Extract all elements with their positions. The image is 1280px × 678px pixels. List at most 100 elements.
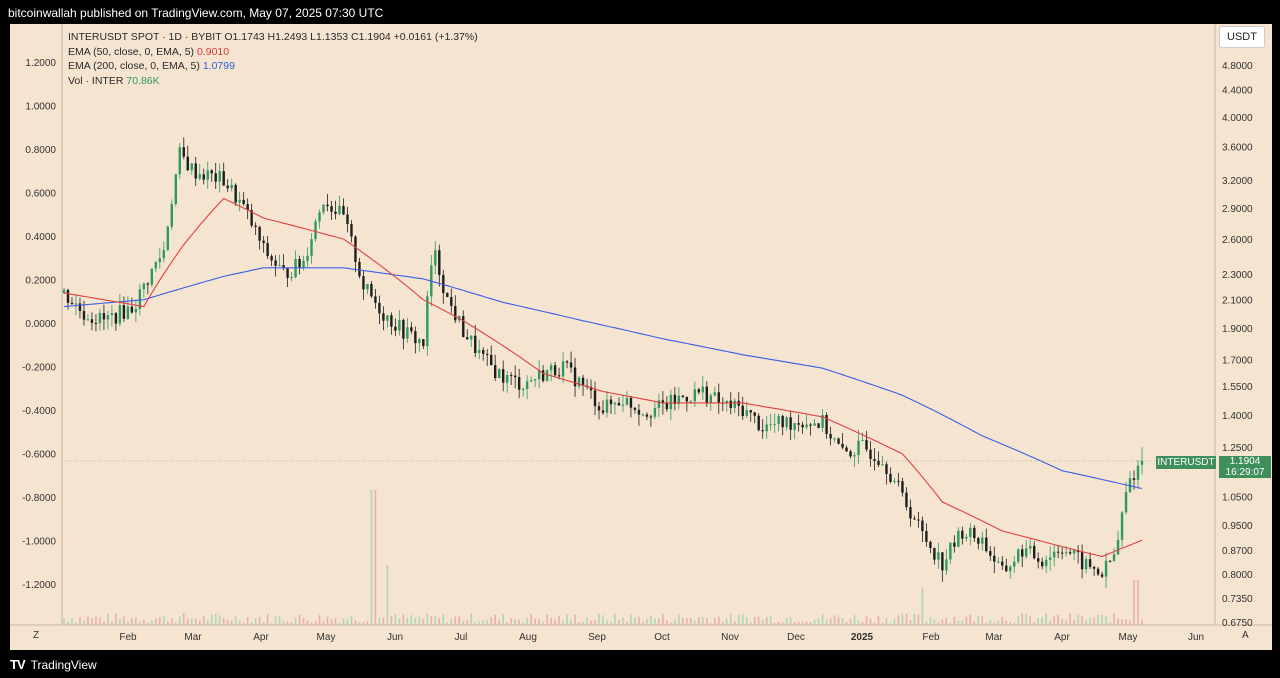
volume-bar (1045, 613, 1047, 625)
right-axis-tick: 0.7350 (1222, 594, 1253, 605)
left-axis-tick: -0.2000 (22, 363, 56, 374)
candle-body (549, 365, 553, 371)
candle-body (1120, 512, 1124, 540)
currency-button[interactable]: USDT (1219, 26, 1265, 48)
volume-bar (210, 614, 213, 625)
volume-bar (202, 615, 205, 625)
volume-bar (190, 618, 193, 625)
volume-bar (159, 616, 161, 625)
volume-bar (446, 622, 449, 625)
right-axis-tick: 1.7000 (1222, 356, 1253, 367)
candle-body (993, 555, 996, 562)
candle-body (102, 313, 106, 320)
candle-body (374, 296, 377, 303)
candle-body (1096, 568, 1100, 575)
volume-bar (1081, 615, 1083, 625)
volume-bar (234, 616, 237, 625)
candle-body (525, 381, 529, 389)
candle-body (601, 410, 605, 413)
volume-bar (498, 619, 500, 625)
volume-bar (155, 618, 157, 625)
candle-body (877, 460, 880, 465)
right-axis-tick: 0.8700 (1222, 546, 1253, 557)
volume-bar (506, 622, 508, 625)
volume-bar (837, 616, 840, 625)
volume-bar (594, 619, 596, 625)
candle-body (450, 297, 453, 306)
volume-bar (1077, 614, 1079, 625)
candle-body (757, 415, 760, 431)
candle-body (382, 313, 385, 321)
ema50-legend: EMA (50, close, 0, EMA, 5) 0.9010 (68, 45, 478, 60)
ema200-value: 1.0799 (202, 60, 235, 72)
candle-body (202, 174, 205, 180)
right-axis-tick: 3.2000 (1222, 176, 1253, 187)
candle-body (657, 400, 661, 408)
candle-body (717, 392, 720, 403)
candle-body (501, 369, 505, 383)
candle-body (825, 415, 828, 434)
ema50-value: 0.9010 (196, 45, 230, 58)
zoom-reset-button[interactable]: Z (33, 630, 40, 641)
candle-body (661, 400, 665, 404)
candle-body (1017, 549, 1020, 562)
candle-body (773, 423, 776, 425)
volume-bar (785, 618, 788, 625)
candle-body (246, 204, 249, 211)
candle-body (414, 331, 417, 344)
volume-bar (282, 620, 285, 625)
volume-bar (242, 622, 245, 625)
volume-bar (917, 614, 920, 625)
right-axis-tick: 2.9000 (1222, 204, 1253, 215)
left-axis-tick: -0.4000 (22, 406, 56, 417)
volume-bar (502, 614, 504, 625)
candle-body (1029, 545, 1032, 549)
time-axis-tick: Apr (1054, 632, 1070, 643)
volume-bar (438, 617, 441, 625)
time-axis-tick: Sep (588, 632, 606, 643)
volume-bar (642, 622, 644, 625)
candle-body (909, 507, 912, 519)
volume-bar (933, 619, 936, 625)
volume-bar (378, 617, 381, 625)
candle-body (1025, 548, 1028, 557)
symbol-price-label: INTERUSDT (1156, 456, 1216, 469)
volume-bar (390, 616, 393, 625)
volume-bar (702, 617, 704, 625)
volume-bar (75, 622, 77, 625)
candle-body (278, 265, 281, 267)
volume-bar (95, 616, 97, 625)
volume-bar (1041, 617, 1043, 625)
candle-body (965, 536, 968, 539)
candle-body (813, 423, 816, 426)
volume-bar (406, 618, 409, 625)
volume-bar (817, 618, 820, 625)
candle-body (350, 224, 353, 237)
volume-bar (965, 616, 968, 625)
chart-legend: INTERUSDT SPOT · 1D · BYBIT O1.1743 H1.2… (68, 30, 478, 88)
candle-body (809, 424, 812, 426)
candle-body (977, 538, 980, 544)
volume-bar (961, 620, 964, 625)
volume-bar (454, 616, 457, 625)
candle-body (765, 424, 768, 432)
candle-body (713, 392, 716, 396)
candle-body (210, 170, 213, 174)
volume-bar (610, 621, 612, 625)
volume-bar (1101, 614, 1103, 625)
candle-body (509, 375, 513, 377)
candle-body (106, 315, 110, 320)
volume-bar (1117, 618, 1119, 625)
volume-bar (1121, 619, 1123, 625)
volume-bar (1129, 620, 1131, 625)
auto-scale-button[interactable]: A (1242, 630, 1249, 641)
volume-bar (618, 619, 620, 625)
left-axis-tick: 0.6000 (25, 189, 56, 200)
volume-bar (318, 615, 321, 625)
candle-body (206, 170, 209, 180)
candle-body (302, 261, 305, 268)
volume-bar (79, 617, 81, 625)
volume-bar (586, 617, 588, 625)
candle-body (745, 410, 748, 417)
